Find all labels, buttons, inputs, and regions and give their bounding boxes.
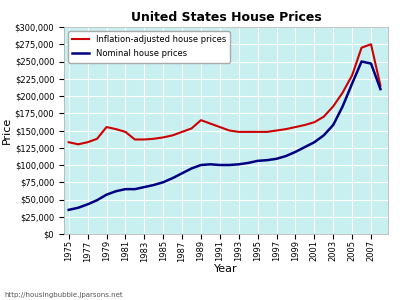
Nominal house prices — [284, 154, 288, 158]
Nominal house prices — [331, 123, 336, 127]
Inflation-adjusted house prices — [132, 138, 137, 141]
Nominal house prices — [246, 161, 250, 165]
Inflation-adjusted house prices — [161, 136, 166, 139]
Nominal house prices — [161, 181, 166, 184]
Nominal house prices — [198, 163, 203, 167]
Nominal house prices — [274, 157, 279, 160]
Nominal house prices — [95, 198, 100, 202]
Inflation-adjusted house prices — [368, 42, 373, 46]
Inflation-adjusted house prices — [359, 46, 364, 50]
Inflation-adjusted house prices — [198, 118, 203, 122]
Nominal house prices — [208, 163, 213, 166]
Inflation-adjusted house prices — [293, 125, 298, 129]
Inflation-adjusted house prices — [180, 130, 184, 134]
Nominal house prices — [378, 87, 383, 91]
Nominal house prices — [255, 159, 260, 163]
Nominal house prices — [236, 163, 241, 166]
Inflation-adjusted house prices — [85, 140, 90, 144]
Inflation-adjusted house prices — [189, 127, 194, 130]
Inflation-adjusted house prices — [218, 125, 222, 129]
Inflation-adjusted house prices — [340, 91, 345, 94]
Inflation-adjusted house prices — [104, 125, 109, 129]
Nominal house prices — [132, 187, 137, 191]
Inflation-adjusted house prices — [95, 137, 100, 141]
Legend: Inflation-adjusted house prices, Nominal house prices: Inflation-adjusted house prices, Nominal… — [68, 31, 230, 62]
Nominal house prices — [321, 134, 326, 137]
Nominal house prices — [142, 185, 147, 189]
Inflation-adjusted house prices — [331, 105, 336, 108]
Inflation-adjusted house prices — [151, 137, 156, 141]
Nominal house prices — [265, 158, 270, 162]
Nominal house prices — [104, 193, 109, 196]
Inflation-adjusted house prices — [255, 130, 260, 134]
Inflation-adjusted house prices — [312, 120, 317, 124]
X-axis label: Year: Year — [214, 264, 238, 274]
Nominal house prices — [340, 105, 345, 108]
Inflation-adjusted house prices — [66, 140, 71, 144]
Inflation-adjusted house prices — [246, 130, 250, 134]
Line: Inflation-adjusted house prices: Inflation-adjusted house prices — [69, 44, 380, 144]
Inflation-adjusted house prices — [227, 129, 232, 132]
Title: United States House Prices: United States House Prices — [131, 11, 321, 24]
Inflation-adjusted house prices — [208, 122, 213, 125]
Nominal house prices — [368, 62, 373, 65]
Nominal house prices — [218, 163, 222, 167]
Inflation-adjusted house prices — [321, 115, 326, 119]
Inflation-adjusted house prices — [76, 142, 80, 146]
Line: Nominal house prices: Nominal house prices — [69, 61, 380, 210]
Nominal house prices — [85, 202, 90, 206]
Inflation-adjusted house prices — [350, 74, 354, 77]
Nominal house prices — [66, 208, 71, 212]
Nominal house prices — [170, 176, 175, 180]
Nominal house prices — [350, 82, 354, 85]
Nominal house prices — [312, 140, 317, 144]
Nominal house prices — [293, 150, 298, 154]
Inflation-adjusted house prices — [142, 138, 147, 141]
Nominal house prices — [180, 172, 184, 175]
Nominal house prices — [114, 189, 118, 193]
Nominal house prices — [189, 167, 194, 170]
Text: http://housingbubble.jparsons.net: http://housingbubble.jparsons.net — [4, 292, 123, 298]
Y-axis label: Price: Price — [2, 117, 12, 144]
Inflation-adjusted house prices — [284, 127, 288, 131]
Nominal house prices — [359, 60, 364, 63]
Inflation-adjusted house prices — [236, 130, 241, 134]
Nominal house prices — [76, 206, 80, 210]
Nominal house prices — [302, 145, 307, 149]
Inflation-adjusted house prices — [170, 134, 175, 137]
Inflation-adjusted house prices — [274, 129, 279, 132]
Nominal house prices — [123, 187, 128, 191]
Inflation-adjusted house prices — [302, 123, 307, 127]
Inflation-adjusted house prices — [114, 127, 118, 131]
Inflation-adjusted house prices — [265, 130, 270, 134]
Nominal house prices — [227, 163, 232, 167]
Inflation-adjusted house prices — [378, 84, 383, 88]
Nominal house prices — [151, 183, 156, 187]
Inflation-adjusted house prices — [123, 130, 128, 134]
